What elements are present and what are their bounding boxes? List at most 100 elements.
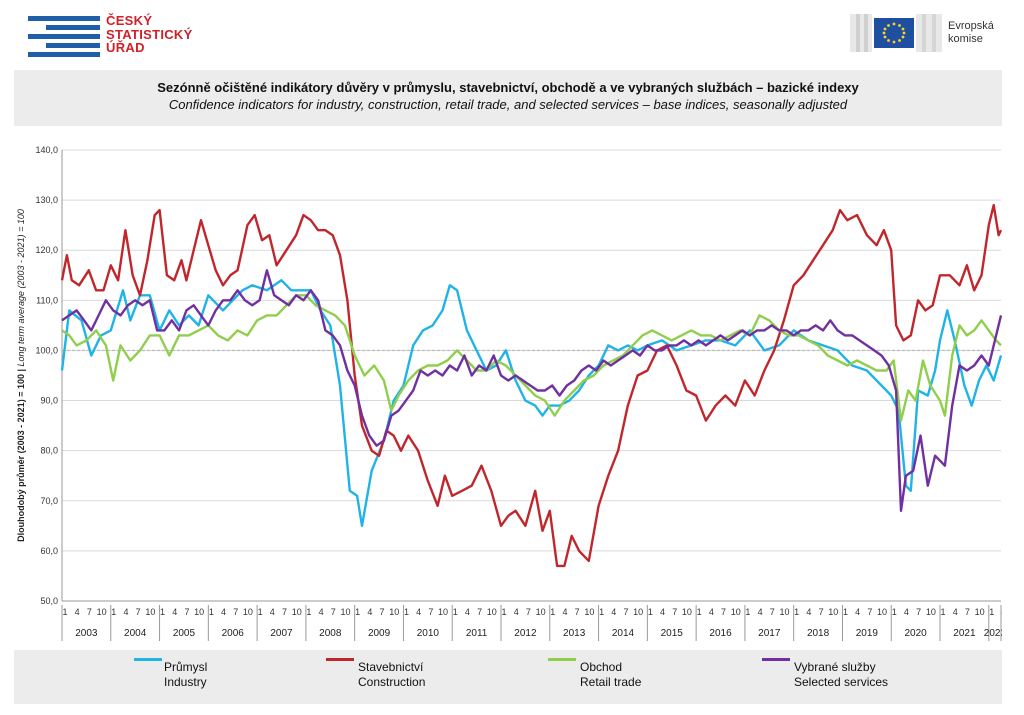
x-year-label: 2014 [612,628,635,639]
x-month-tick-label: 7 [575,607,580,617]
x-month-tick-label: 10 [731,607,741,617]
x-year-label: 2017 [758,628,781,639]
legend-label-en: Industry [164,675,207,689]
x-month-tick-label: 10 [584,607,594,617]
x-year-label: 2022 [984,628,1002,639]
x-month-tick-label: 4 [465,607,470,617]
y-tick-label: 120,0 [35,245,58,255]
x-month-tick-label: 1 [453,607,458,617]
ec-logo-text: Evropská komise [948,20,994,46]
csu-logo-mark-icon [28,16,100,57]
x-month-tick-label: 1 [697,607,702,617]
x-year-label: 2003 [75,628,98,639]
legend-item-retail: Obchod Retail trade [580,660,641,690]
x-month-tick-label: 1 [794,607,799,617]
x-year-label: 2009 [368,628,391,639]
x-year-label: 2005 [173,628,196,639]
x-month-tick-label: 4 [953,607,958,617]
y-tick-label: 70,0 [40,496,58,506]
x-month-tick-label: 7 [87,607,92,617]
y-tick-label: 80,0 [40,446,58,456]
x-month-tick-label: 1 [892,607,897,617]
x-month-tick-label: 4 [75,607,80,617]
x-month-tick-label: 1 [648,607,653,617]
y-tick-label: 100,0 [35,345,58,355]
x-month-tick-label: 1 [502,607,507,617]
ec-logo: Evropská komise [850,14,1000,54]
x-month-tick-label: 7 [380,607,385,617]
x-month-tick-label: 10 [633,607,643,617]
x-month-tick-label: 7 [526,607,531,617]
legend-label-cs: Průmysl [164,660,208,674]
x-month-tick-label: 7 [136,607,141,617]
y-tick-label: 60,0 [40,546,58,556]
ec-line-2: komise [948,33,983,45]
legend: Průmysl Industry Stavebnictví Constructi… [14,650,1002,704]
legend-label-en: Construction [358,675,426,689]
x-year-label: 2008 [319,628,342,639]
x-month-tick-label: 4 [319,607,324,617]
x-year-label: 2012 [514,628,537,639]
x-month-tick-label: 10 [340,607,350,617]
x-month-tick-label: 7 [233,607,238,617]
csu-line-3: ÚŘAD [106,40,145,55]
series-line-industry [60,279,1003,527]
x-month-tick-label: 7 [672,607,677,617]
x-month-tick-label: 1 [258,607,263,617]
y-tick-label: 110,0 [36,295,58,305]
x-month-tick-label: 4 [562,607,567,617]
x-year-label: 2020 [905,628,928,639]
x-month-tick-label: 7 [282,607,287,617]
series-line-services [61,269,1003,512]
x-month-tick-label: 7 [770,607,775,617]
x-month-tick-label: 10 [828,607,838,617]
series-line-construction [60,203,1003,568]
legend-label-en: Selected services [794,675,889,689]
x-month-tick-label: 4 [709,607,714,617]
y-axis-label-en: Long term average (2003 - 2021) = 100 [16,209,26,366]
csu-logo-text: ČESKÝ STATISTICKÝ ÚŘAD [106,14,193,55]
x-month-tick-label: 10 [97,607,107,617]
legend-swatch-retail [548,658,576,661]
x-month-tick-label: 7 [916,607,921,617]
x-month-tick-label: 4 [904,607,909,617]
csu-logo: ČESKÝ STATISTICKÝ ÚŘAD [28,14,208,60]
x-month-tick-label: 1 [111,607,116,617]
series-line-retail [61,294,1002,422]
y-axis-label: Dlouhodobý průměr (2003 - 2021) = 100 | … [16,209,26,542]
chart-area: 50,0 60,0 70,0 80,0 90,0 100,0 110,0 120,0 130,0… [14,130,1007,646]
x-month-tick-label: 7 [428,607,433,617]
legend-label-cs: Obchod [580,660,623,674]
y-tick-label: 140,0 [35,145,58,155]
x-month-tick-label: 10 [536,607,546,617]
y-tick-label: 90,0 [40,396,58,406]
legend-label-cs: Vybrané služby [794,660,876,674]
x-month-tick-label: 1 [160,607,165,617]
y-tick-label: 130,0 [35,195,58,205]
x-month-tick-label: 4 [367,607,372,617]
chart-title-cs: Sezónně očištěné indikátory důvěry v prů… [157,80,859,95]
x-month-tick-label: 10 [389,607,399,617]
ec-line-1: Evropská [948,20,994,32]
x-month-tick-label: 7 [331,607,336,617]
x-month-tick-label: 1 [550,607,555,617]
y-axis-label-cs: Dlouhodobý průměr (2003 - 2021) = 100 | [16,367,26,542]
x-month-tick-label: 7 [184,607,189,617]
x-month-tick-label: 1 [209,607,214,617]
x-month-tick-label: 7 [721,607,726,617]
x-year-label: 2011 [466,628,488,639]
x-month-tick-label: 4 [123,607,128,617]
x-month-tick-label: 4 [660,607,665,617]
legend-item-construction: Stavebnictví Construction [358,660,425,690]
x-month-tick-label: 10 [975,607,985,617]
x-year-label: 2004 [124,628,147,639]
x-year-label: 2018 [807,628,830,639]
x-month-tick-label: 1 [62,607,67,617]
x-year-label: 2021 [953,628,976,639]
legend-item-industry: Průmysl Industry [164,660,207,690]
chart-title-en: Confidence indicators for industry, cons… [168,97,848,112]
x-month-tick-label: 1 [355,607,360,617]
y-tick-label: 50,0 [40,596,58,606]
x-month-tick-label: 1 [989,607,994,617]
x-month-tick-label: 4 [416,607,421,617]
